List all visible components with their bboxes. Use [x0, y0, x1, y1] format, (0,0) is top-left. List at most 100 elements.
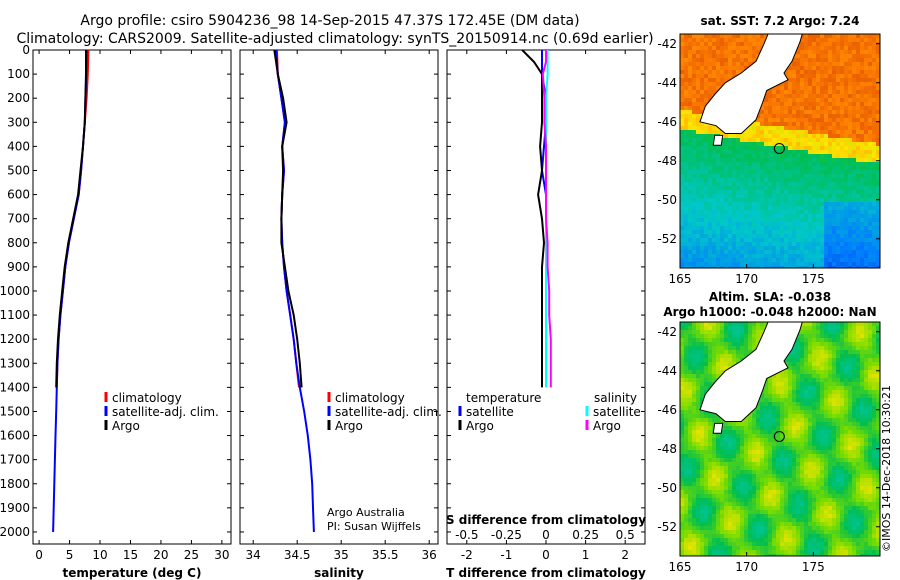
p-sla-cell — [852, 334, 856, 338]
p-sst-cell — [724, 246, 728, 250]
p-sst-cell — [844, 174, 848, 178]
p-sst-cell — [840, 150, 844, 154]
p-sst-cell — [780, 226, 784, 230]
p-sst-cell — [696, 246, 700, 250]
p-sla-cell — [708, 334, 712, 338]
p-sst-cell — [732, 62, 736, 66]
p-sla-cell — [680, 350, 684, 354]
p-sst-cell — [860, 222, 864, 226]
p-sst-cell — [860, 186, 864, 190]
p-sla-cell — [752, 454, 756, 458]
p-sla-cell — [692, 426, 696, 430]
p-sla-cell — [832, 418, 836, 422]
p-sst-cell — [816, 146, 820, 150]
p-sst-cell — [740, 202, 744, 206]
p-sst-cell — [820, 162, 824, 166]
p-sst-cell — [792, 250, 796, 254]
p-sst-cell — [868, 222, 872, 226]
p-sst-cell — [692, 186, 696, 190]
p-sst-cell — [700, 142, 704, 146]
p-sla-cell — [688, 322, 692, 326]
p-sla-cell — [860, 394, 864, 398]
figure-title-line2: Climatology: CARS2009. Satellite-adjuste… — [16, 31, 653, 47]
p-sst-cell — [680, 122, 684, 126]
p-sst-cell — [832, 242, 836, 246]
p-sla-cell — [864, 390, 868, 394]
p-sla-cell — [696, 350, 700, 354]
p-sst-cell — [708, 222, 712, 226]
p-sst-cell — [820, 234, 824, 238]
p-sst-cell — [860, 218, 864, 222]
p-sst-cell — [848, 254, 852, 258]
p-sla-cell — [804, 374, 808, 378]
p-sst-cell — [820, 254, 824, 258]
p-sst-cell — [804, 114, 808, 118]
p-sla-cell — [700, 454, 704, 458]
p-sla-cell — [732, 330, 736, 334]
p-sla-cell — [856, 450, 860, 454]
p-sla-cell — [828, 366, 832, 370]
p-sla-cell — [736, 442, 740, 446]
p-sla-cell — [728, 342, 732, 346]
p-sst-cell — [704, 94, 708, 98]
p-sla-cell — [700, 458, 704, 462]
p-sla-cell — [872, 414, 876, 418]
p-sst-cell — [852, 162, 856, 166]
p-sst-cell — [688, 46, 692, 50]
p-sst-cell — [760, 186, 764, 190]
p-sst-cell — [812, 134, 816, 138]
p-sst-cell — [820, 38, 824, 42]
p-sla-cell — [776, 402, 780, 406]
p-sst-cell — [768, 166, 772, 170]
p-sst-cell — [876, 74, 880, 78]
p-sla-cell — [844, 430, 848, 434]
p-sla-cell — [860, 382, 864, 386]
p-sla-cell — [840, 370, 844, 374]
p-sla-cell — [720, 458, 724, 462]
p-sla-cell — [828, 342, 832, 346]
p-sst-cell — [852, 34, 856, 38]
p-sst-cell — [800, 98, 804, 102]
p-sst-cell — [756, 266, 760, 268]
p-sla-cell — [704, 390, 708, 394]
p-sst-cell — [716, 250, 720, 254]
p-sst-cell — [760, 266, 764, 268]
p-sst-cell — [876, 122, 880, 126]
p-sla-cell — [740, 354, 744, 358]
p-sla-cell — [760, 458, 764, 462]
p-sst-cell — [792, 262, 796, 266]
p-sst-cell — [704, 146, 708, 150]
p-sst-cell — [696, 110, 700, 114]
p-sla-cell — [712, 446, 716, 450]
p-sst-cell — [852, 118, 856, 122]
p-sla-cell — [776, 390, 780, 394]
p-sst-cell — [836, 74, 840, 78]
p-sst-cell — [796, 118, 800, 122]
p-sst-cell — [792, 94, 796, 98]
p-sst-cell — [756, 114, 760, 118]
p-sst-cell — [744, 162, 748, 166]
p-sst-cell — [780, 130, 784, 134]
p-sst-cell — [708, 78, 712, 82]
p-sst-cell — [768, 210, 772, 214]
p-sla-cell — [840, 410, 844, 414]
p-sla-cell — [744, 458, 748, 462]
p-sst-cell — [772, 230, 776, 234]
p-sst-cell — [864, 194, 868, 198]
p-sla-cell — [856, 326, 860, 330]
p-sst-cell — [708, 134, 712, 138]
p-sst-cell — [708, 50, 712, 54]
p-sla-cell — [840, 390, 844, 394]
p-sst-cell — [716, 214, 720, 218]
p-sla-cell — [784, 410, 788, 414]
p-sla-cell — [832, 322, 836, 326]
p-sst-cell — [684, 142, 688, 146]
p-sla-cell — [856, 442, 860, 446]
p-sla-cell — [736, 454, 740, 458]
p-sst-cell — [760, 242, 764, 246]
p-sla-cell — [844, 458, 848, 462]
p-sst-cell — [748, 158, 752, 162]
p-sst-cell — [808, 158, 812, 162]
p-sla-cell — [792, 442, 796, 446]
p-sst-cell — [776, 146, 780, 150]
